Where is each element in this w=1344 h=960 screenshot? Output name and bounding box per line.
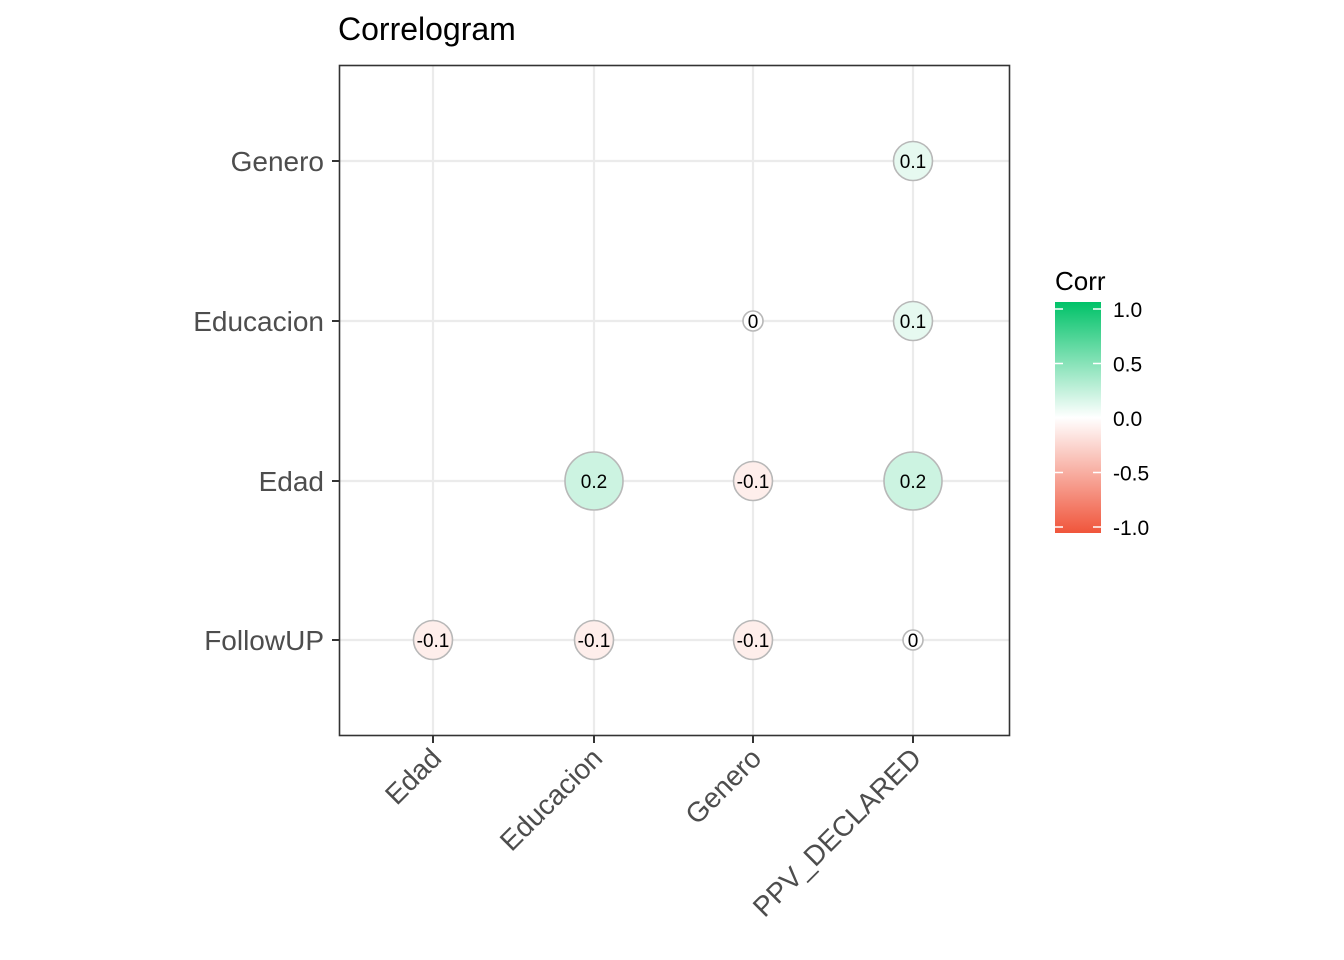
corr-value-label: 0.1 bbox=[900, 152, 926, 173]
corr-value-label: -0.1 bbox=[737, 631, 770, 652]
legend-tick-label: -1.0 bbox=[1113, 517, 1149, 540]
correlation-points: 0.1 0 0.1 0.2 -0.1 0.2 -0.1 -0.1 -0.1 0 bbox=[412, 140, 943, 661]
legend-ticks: 1.0 0.5 0.0 -0.5 -1.0 bbox=[1055, 299, 1149, 540]
color-legend: Corr 1.0 0.5 0.0 -0.5 -1.0 bbox=[1055, 266, 1149, 540]
x-tick-label: Edad bbox=[379, 742, 447, 810]
x-tick-label: PPV_DECLARED bbox=[747, 742, 927, 922]
corr-point bbox=[883, 451, 943, 511]
y-tick-label: Genero bbox=[231, 146, 324, 177]
corr-value-label: 0.2 bbox=[581, 472, 607, 493]
legend-tick-label: -0.5 bbox=[1113, 463, 1149, 486]
corr-point bbox=[732, 460, 774, 502]
corr-point bbox=[564, 451, 624, 511]
corr-value-label: -0.1 bbox=[417, 631, 450, 652]
y-tick-label: Educacion bbox=[193, 306, 324, 337]
legend-tick-label: 0.5 bbox=[1113, 354, 1142, 377]
corr-point bbox=[573, 619, 615, 661]
corr-value-label: 0 bbox=[908, 631, 919, 652]
x-tick-label: Genero bbox=[679, 742, 767, 830]
plot-border bbox=[338, 64, 1011, 737]
plot-panel bbox=[339, 65, 1010, 736]
y-tick-label: Edad bbox=[259, 466, 324, 497]
corr-value-label: 0.2 bbox=[900, 472, 926, 493]
corr-value-label: 0.1 bbox=[900, 312, 926, 333]
legend-tick-label: 0.0 bbox=[1113, 408, 1142, 431]
corr-value-label: -0.1 bbox=[737, 472, 770, 493]
y-axis: FollowUP Edad Educacion Genero bbox=[193, 146, 339, 656]
corr-point bbox=[892, 300, 934, 342]
corr-point bbox=[742, 310, 764, 332]
corr-value-label: -0.1 bbox=[578, 631, 611, 652]
chart-title: Correlogram bbox=[338, 11, 516, 47]
corr-point bbox=[412, 619, 454, 661]
legend-tick-label: 1.0 bbox=[1113, 299, 1142, 322]
x-tick-label: Educacion bbox=[494, 742, 608, 856]
corr-point bbox=[902, 629, 924, 651]
y-tick-label: FollowUP bbox=[204, 625, 324, 656]
corr-point bbox=[732, 619, 774, 661]
corr-point bbox=[892, 140, 934, 182]
legend-title: Corr bbox=[1055, 266, 1106, 296]
corr-value-label: 0 bbox=[748, 312, 759, 333]
